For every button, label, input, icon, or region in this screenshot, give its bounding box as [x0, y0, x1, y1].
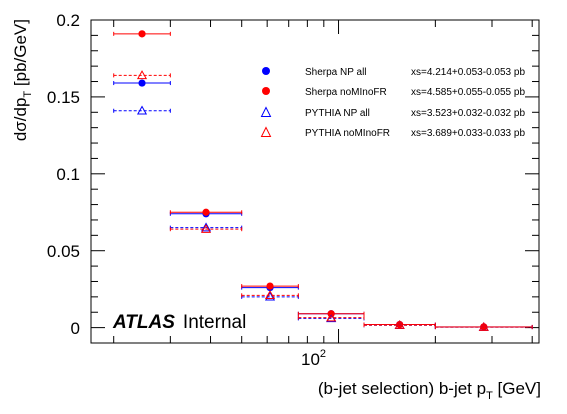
data-point [478, 321, 489, 331]
data-point [326, 312, 337, 322]
legend-marker [262, 67, 270, 75]
legend-entry-xs: xs=4.214+0.053-0.053 pb [411, 67, 525, 78]
data-point [264, 291, 276, 301]
x-tick-label-base: 10 [301, 350, 320, 369]
plot-frame [90, 19, 540, 344]
y-tick-label-2: 0.1 [56, 165, 80, 184]
data-point [394, 319, 405, 329]
x-axis-label-sub: T [486, 390, 493, 402]
legend-entry-xs: xs=3.689+0.033-0.033 pb [411, 128, 525, 139]
data-point [264, 290, 276, 300]
plot-border [90, 19, 540, 344]
legend-entry-xs: xs=3.523+0.032-0.032 pb [411, 108, 525, 119]
legend-entry-label: Sherpa noMInoFR [305, 87, 387, 98]
legend-entry-label: Sherpa NP all [305, 67, 367, 78]
legend-marker [260, 106, 272, 117]
legend-entry-label: PYTHIA NP all [305, 108, 370, 119]
y-tick-label-1: 0.05 [47, 242, 80, 261]
atlas-label: ATLAS Internal [112, 312, 246, 333]
data-point [202, 208, 210, 216]
legend-entry-xs: xs=4.585+0.055-0.055 pb [411, 87, 525, 98]
data-series [113, 30, 533, 331]
legend-entry-label: PYTHIA noMInoFR [305, 128, 390, 139]
data-point [200, 222, 212, 232]
data-point [480, 323, 488, 331]
x-axis-label-main: (b-jet selection) b-jet p [318, 379, 486, 398]
series-pythia-nominofr [113, 70, 533, 331]
x-axis-label: (b-jet selection) b-jet pT [GeV] [318, 379, 541, 402]
legend: Sherpa NP all xs=4.214+0.053-0.053 pb Sher… [260, 67, 525, 139]
legend-marker [262, 87, 270, 95]
x-tick-label-100: 102 [301, 348, 326, 369]
data-point [136, 70, 148, 80]
legend-marker [260, 126, 272, 137]
y-tick-label-4: 0.2 [56, 11, 80, 30]
data-point [138, 30, 146, 38]
data-point [266, 282, 274, 290]
y-axis-label: dσ/dpT [pb/GeV] [11, 19, 34, 141]
data-point [138, 79, 146, 87]
y-tick-label-0: 0 [71, 319, 80, 338]
data-point [396, 320, 404, 329]
axis-labels: 0 0.05 0.1 0.15 0.2 102 (b-jet selection… [11, 11, 541, 402]
series-pythia-np-all [113, 105, 533, 331]
y-tick-label-3: 0.15 [47, 88, 80, 107]
x-tick-label-exponent: 2 [320, 348, 326, 360]
data-point [200, 223, 212, 233]
y-axis-label-sub: T [22, 91, 34, 98]
y-axis-label-main: dσ/dp [11, 98, 30, 142]
atlas-label-bold: ATLAS [112, 312, 175, 333]
atlas-label-internal: Internal [183, 312, 246, 333]
y-axis-label-unit: [pb/GeV] [11, 19, 30, 91]
x-axis-label-unit: [GeV] [493, 379, 541, 398]
data-point [136, 105, 148, 115]
